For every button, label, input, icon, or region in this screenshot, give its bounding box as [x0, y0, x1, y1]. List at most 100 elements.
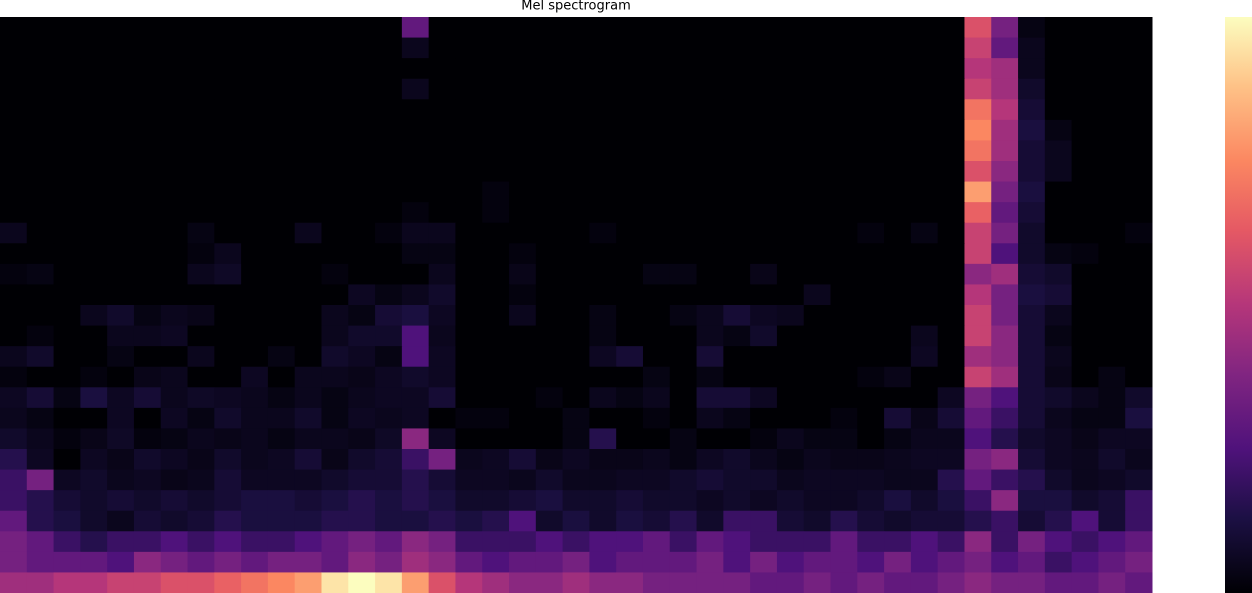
heatmap-cell — [187, 387, 215, 409]
heatmap-cell — [80, 510, 108, 532]
heatmap-cell — [1071, 346, 1099, 368]
heatmap-cell — [375, 17, 403, 39]
heatmap-cell — [160, 305, 189, 327]
heatmap-cell — [1044, 140, 1073, 162]
heatmap-cell — [482, 490, 510, 512]
heatmap-cell — [53, 428, 81, 450]
heatmap-cell — [991, 99, 1019, 121]
heatmap-cell — [53, 17, 81, 39]
heatmap-cell — [187, 140, 215, 162]
heatmap-cell — [53, 531, 81, 553]
heatmap-cell — [562, 469, 590, 491]
heatmap-cell — [53, 490, 81, 512]
heatmap-cell — [803, 243, 832, 265]
heatmap-cell — [884, 449, 912, 471]
heatmap-cell — [267, 161, 296, 183]
heatmap-cell — [375, 428, 403, 450]
heatmap-cell — [642, 37, 671, 59]
heatmap-cell — [348, 99, 376, 121]
heatmap-cell — [482, 572, 510, 593]
heatmap-cell — [589, 510, 617, 532]
heatmap-cell — [1018, 140, 1046, 162]
heatmap-cell — [455, 366, 483, 388]
heatmap-cell — [642, 202, 671, 224]
heatmap-cell — [509, 346, 537, 368]
heatmap-cell — [642, 222, 671, 244]
heatmap-cell — [53, 37, 81, 59]
heatmap-cell — [803, 17, 832, 39]
heatmap-cell — [294, 181, 322, 203]
heatmap-cell — [428, 490, 456, 512]
heatmap-cell — [910, 161, 939, 183]
heatmap-cell — [0, 284, 28, 306]
heatmap-cell — [696, 387, 724, 409]
heatmap-cell — [884, 366, 912, 388]
heatmap-cell — [375, 510, 403, 532]
heatmap-cell — [26, 346, 55, 368]
heatmap-cell — [241, 469, 269, 491]
heatmap-cell — [830, 387, 858, 409]
heatmap-cell — [937, 58, 965, 80]
heatmap-cell — [133, 366, 162, 388]
heatmap-cell — [401, 99, 430, 121]
heatmap-cell — [803, 58, 832, 80]
heatmap-cell — [964, 243, 992, 265]
heatmap-cell — [616, 387, 644, 409]
heatmap-cell — [535, 37, 564, 59]
heatmap-cell — [348, 263, 376, 285]
heatmap-cell — [241, 140, 269, 162]
heatmap-cell — [776, 407, 805, 429]
heatmap-cell — [455, 490, 483, 512]
heatmap-cell — [80, 17, 108, 39]
heatmap-cell — [991, 17, 1019, 39]
heatmap-cell — [133, 325, 162, 347]
heatmap-cell — [723, 407, 751, 429]
heatmap-cell — [187, 222, 215, 244]
heatmap-cell — [1125, 510, 1153, 532]
heatmap-cell — [321, 510, 349, 532]
heatmap-cell — [107, 551, 135, 573]
heatmap-cell — [348, 407, 376, 429]
heatmap-cell — [107, 572, 135, 593]
heatmap-cell — [616, 17, 644, 39]
heatmap-cell — [428, 181, 456, 203]
heatmap-cell — [241, 37, 269, 59]
heatmap-cell — [348, 428, 376, 450]
heatmap-cell — [857, 99, 885, 121]
heatmap-cell — [1125, 325, 1153, 347]
heatmap-cell — [107, 346, 135, 368]
heatmap-cell — [348, 243, 376, 265]
heatmap-cell — [0, 243, 28, 265]
heatmap-cell — [776, 99, 805, 121]
heatmap-cell — [535, 243, 564, 265]
heatmap-cell — [750, 305, 778, 327]
heatmap-cell — [589, 202, 617, 224]
heatmap-cell — [509, 490, 537, 512]
heatmap-cell — [723, 37, 751, 59]
heatmap-cell — [509, 58, 537, 80]
heatmap-cell — [80, 37, 108, 59]
heatmap-cell — [616, 243, 644, 265]
heatmap-cell — [642, 469, 671, 491]
heatmap-cell — [803, 119, 832, 141]
heatmap-cell — [80, 58, 108, 80]
heatmap-cell — [26, 17, 55, 39]
heatmap-cell — [884, 325, 912, 347]
heatmap-cell — [616, 325, 644, 347]
heatmap-cell — [642, 284, 671, 306]
heatmap-cell — [133, 490, 162, 512]
heatmap-cell — [455, 17, 483, 39]
heatmap-cell — [107, 161, 135, 183]
heatmap-cell — [857, 37, 885, 59]
heatmap-cell — [321, 161, 349, 183]
heatmap-cell — [1018, 387, 1046, 409]
heatmap-cell — [294, 551, 322, 573]
heatmap-cell — [803, 551, 832, 573]
heatmap-cell — [642, 161, 671, 183]
heatmap-cell — [294, 202, 322, 224]
heatmap-cell — [455, 202, 483, 224]
heatmap-cell — [214, 469, 242, 491]
heatmap-cell — [535, 305, 564, 327]
heatmap-cell — [0, 387, 28, 409]
heatmap-cell — [669, 428, 698, 450]
